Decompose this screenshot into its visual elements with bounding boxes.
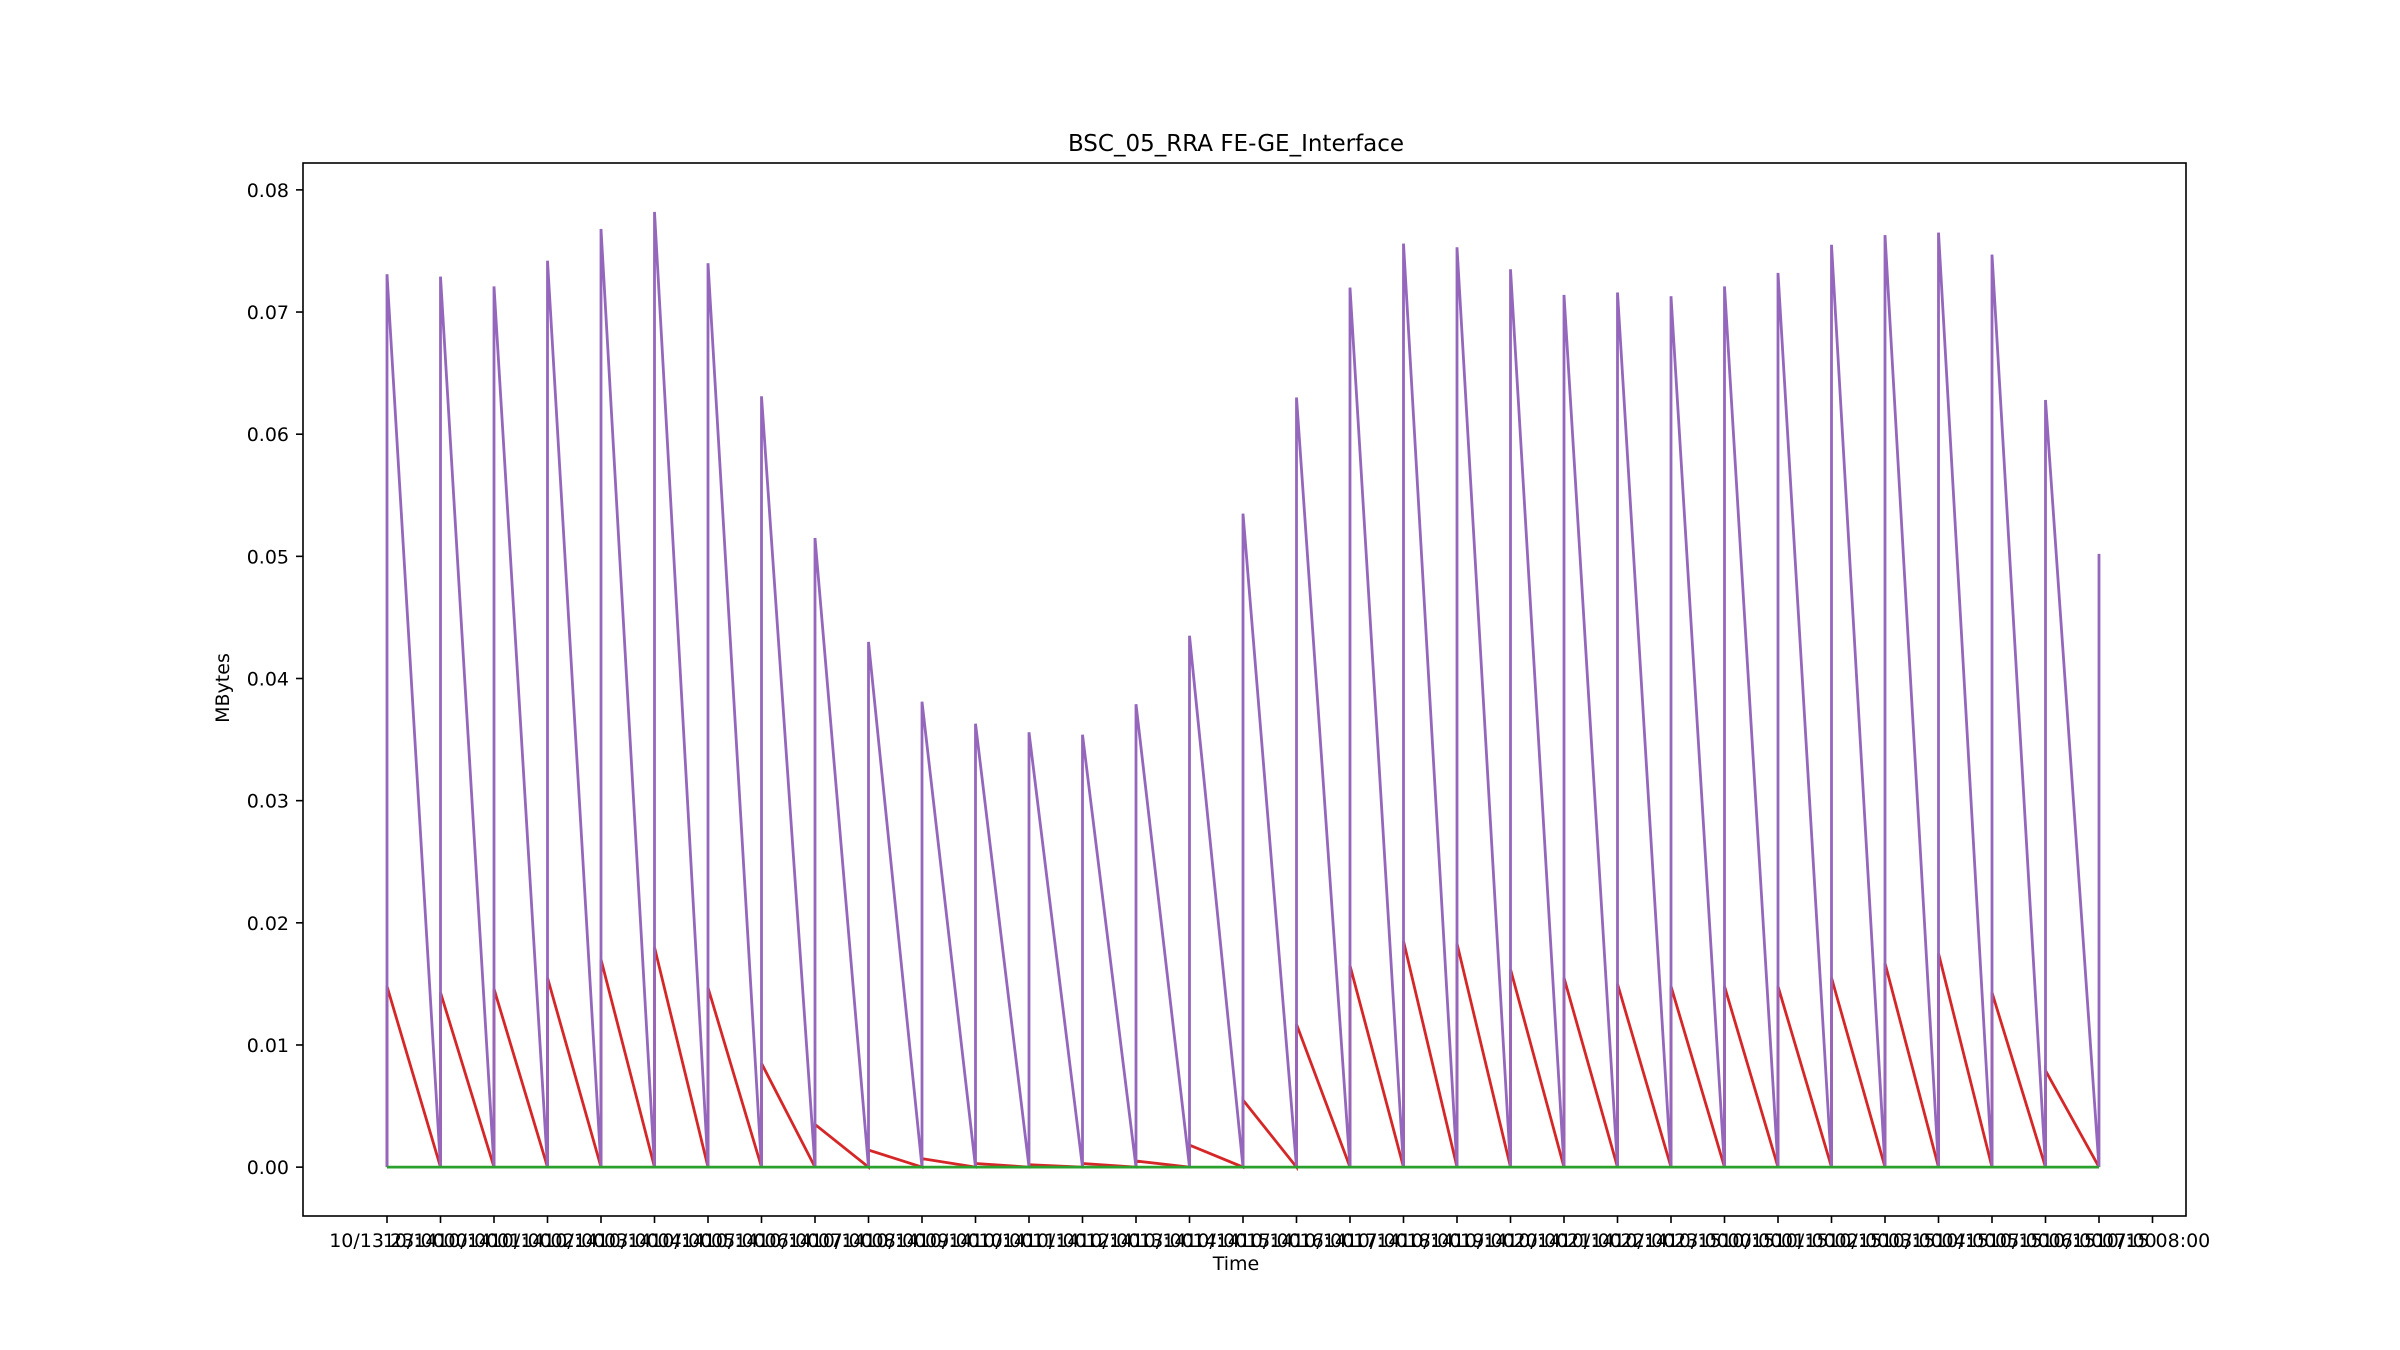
x-tick-label: 10/14 20:00	[1453, 1230, 1569, 1252]
x-tick-label: 10/14 18:00	[1346, 1230, 1462, 1252]
x-tick-label: 10/14 08:00	[811, 1230, 927, 1252]
x-tick-label: 10/14 15:00	[1185, 1230, 1301, 1252]
x-tick-label: 10/14 13:00	[1078, 1230, 1194, 1252]
x-axis-label: Time	[1212, 1253, 1260, 1275]
x-tick-label: 10/14 10:00	[918, 1230, 1034, 1252]
x-tick-label: 10/15 01:00	[1720, 1230, 1836, 1252]
x-tick-label: 10/13 23:00	[329, 1230, 445, 1252]
y-tick-label: 0.03	[247, 791, 289, 813]
plot-frame	[302, 162, 2187, 1217]
x-tick-label: 10/14 05:00	[650, 1230, 766, 1252]
y-tick-label: 0.08	[247, 180, 289, 202]
axes: 0.00 0.01 0.02 0.03 0.04 0.05 0.06 0.07 0.08 10/1…	[247, 162, 2211, 1252]
x-tick-label: 10/14 21:00	[1506, 1230, 1622, 1252]
x-tick-label: 10/14 06:00	[704, 1230, 820, 1252]
x-tick-label: 10/14 02:00	[490, 1230, 606, 1252]
y-tick-label: 0.06	[247, 424, 289, 446]
x-tick-label: 10/15 03:00	[1827, 1230, 1943, 1252]
x-tick-label: 10/15 00:00	[1667, 1230, 1783, 1252]
x-tick-label: 10/14 00:00	[383, 1230, 499, 1252]
series-line-1	[385, 211, 2101, 1168]
chart-title: BSC_05_RRA FE-GE_Interface	[1068, 131, 1404, 157]
x-tick-label: 10/14 07:00	[757, 1230, 873, 1252]
x-tick-label: 10/14 19:00	[1399, 1230, 1515, 1252]
x-tick-label: 10/14 23:00	[1613, 1230, 1729, 1252]
x-tick-label: 10/15 02:00	[1774, 1230, 1890, 1252]
x-tick-label: 10/14 01:00	[436, 1230, 552, 1252]
y-tick-label: 0.07	[247, 302, 289, 324]
x-tick-label: 10/15 04:00	[1881, 1230, 1997, 1252]
x-tick-label: 10/14 04:00	[597, 1230, 713, 1252]
x-tick-label: 10/15 08:00	[2095, 1230, 2211, 1252]
y-tick-label: 0.04	[247, 669, 289, 691]
x-tick-label: 10/14 17:00	[1292, 1230, 1408, 1252]
y-axis-label: MBytes	[212, 653, 234, 723]
x-tick-label: 10/14 22:00	[1560, 1230, 1676, 1252]
x-tick-label: 10/15 06:00	[1988, 1230, 2104, 1252]
y-tick-label: 0.05	[247, 546, 289, 568]
y-tick-label: 0.02	[247, 913, 289, 935]
x-tick-label: 10/14 09:00	[864, 1230, 980, 1252]
x-tick-label: 10/15 05:00	[1934, 1230, 2050, 1252]
x-tick-label: 10/14 11:00	[971, 1230, 1087, 1252]
y-tick-label: 0.00	[247, 1157, 289, 1179]
x-tick-label: 10/14 12:00	[1025, 1230, 1141, 1252]
x-tick-label: 10/14 16:00	[1239, 1230, 1355, 1252]
x-tick-label: 10/15 07:00	[2041, 1230, 2157, 1252]
plot-area	[385, 211, 2101, 1172]
y-tick-label: 0.01	[247, 1035, 289, 1057]
x-tick-label: 10/14 14:00	[1132, 1230, 1248, 1252]
x-tick-label: 10/14 03:00	[543, 1230, 659, 1252]
